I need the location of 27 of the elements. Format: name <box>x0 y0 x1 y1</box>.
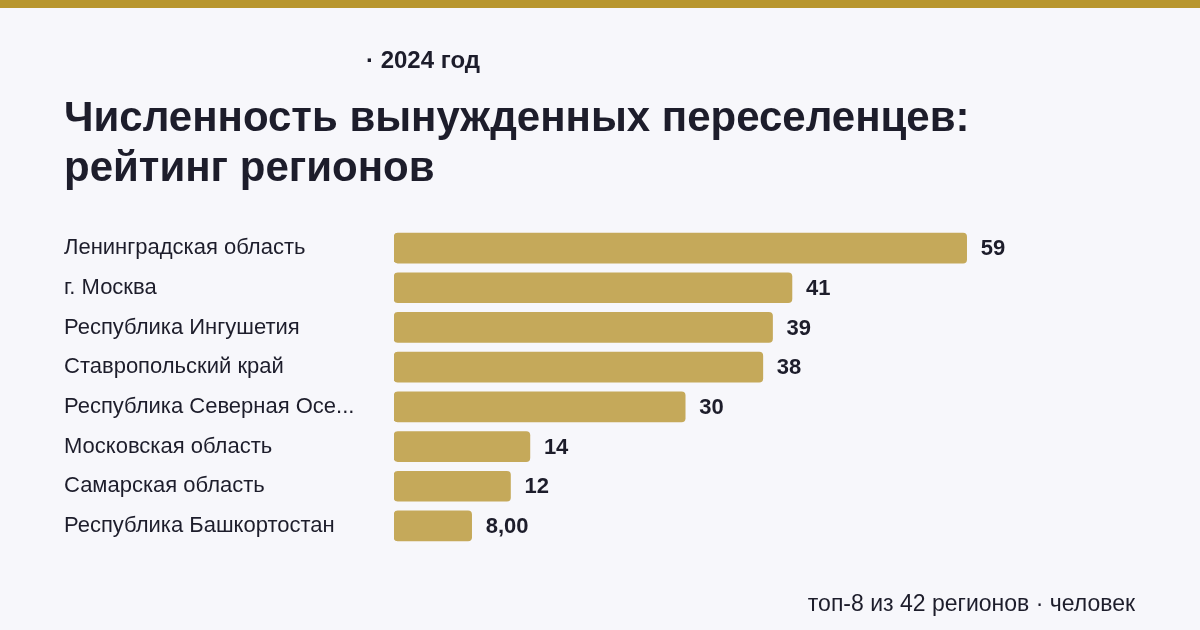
chart-subtitle: · 2024 год <box>366 46 480 74</box>
y-tick-label: Республика Северная Осе... <box>64 392 355 418</box>
bar <box>394 272 793 304</box>
y-tick-label: Ставропольский край <box>64 353 284 379</box>
y-tick-label: Республика Ингушетия <box>64 313 300 339</box>
bar <box>394 470 511 502</box>
y-tick-label: Республика Башкортостан <box>64 512 335 538</box>
text: топ-8 из 42 регионов · человек <box>807 590 1135 617</box>
bar <box>394 431 531 462</box>
y-tick-label: Ленинградская область <box>64 234 306 260</box>
data-label: 30 <box>699 393 724 419</box>
data-label: 14 <box>543 433 570 459</box>
data-label: 59 <box>980 235 1006 261</box>
chart-title: Численность вынужденных переселенцев: рейтинг регионов <box>64 92 971 192</box>
data-label: 39 <box>786 314 812 340</box>
bar <box>394 510 472 542</box>
bar <box>394 351 764 383</box>
bar <box>394 391 686 423</box>
y-tick-label: г. Москва <box>64 273 158 299</box>
data-label: 12 <box>524 473 549 499</box>
y-tick-label: Московская область <box>64 432 273 458</box>
bar <box>394 312 773 343</box>
y-tick-label: Самарская область <box>64 472 265 498</box>
data-label: 41 <box>805 274 831 300</box>
bar <box>394 232 967 264</box>
data-label: 8,00 <box>485 513 529 539</box>
data-label: 38 <box>776 354 802 380</box>
